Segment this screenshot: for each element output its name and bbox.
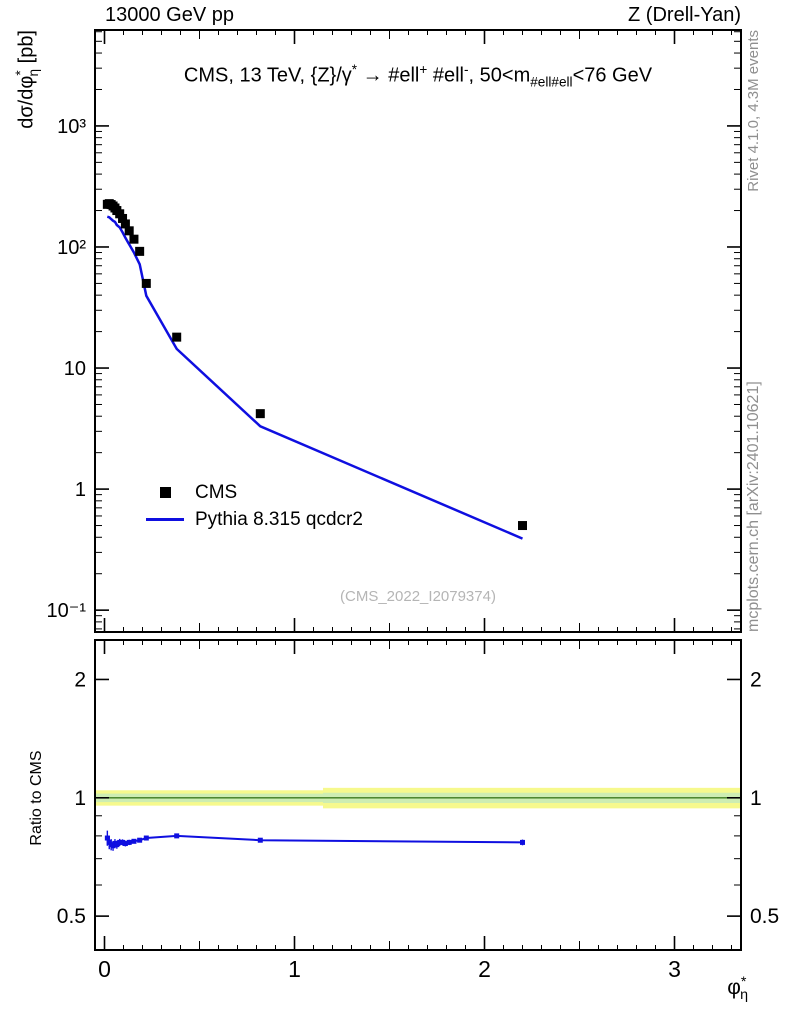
svg-text:0.5: 0.5 xyxy=(750,905,779,928)
x-axis-label: φ*η xyxy=(727,974,748,1004)
cms-marker-swatch xyxy=(159,487,171,498)
pythia-line-swatch xyxy=(146,518,184,521)
ratio-uncertainty-bands xyxy=(95,787,741,809)
ratio-curve xyxy=(104,830,525,851)
svg-text:1: 1 xyxy=(74,787,86,810)
header-beam-label: 13000 GeV pp xyxy=(105,4,234,26)
svg-text:2: 2 xyxy=(74,668,86,691)
mcplots-citation-label: mcplots.cern.ch [arXiv:2401.10621] xyxy=(745,381,762,632)
plot-title: CMS, 13 TeV, {Z}/γ* → #ell+ #ell-, 50<m#… xyxy=(183,62,653,90)
cms-swatch-cell xyxy=(142,487,188,498)
ratio-y-tick-labels: 0.5 0.5 1 1 2 2 xyxy=(57,668,779,928)
svg-text:10³: 10³ xyxy=(57,116,86,138)
svg-text:3: 3 xyxy=(668,956,681,982)
pythia-prediction-line xyxy=(106,215,523,540)
cms-data-points xyxy=(102,199,527,531)
legend-label-pythia: Pythia 8.315 qcdcr2 xyxy=(195,508,363,530)
svg-text:0: 0 xyxy=(98,956,111,982)
header-process-label: Z (Drell-Yan) xyxy=(628,4,741,26)
legend-item-cms: CMS xyxy=(142,479,363,506)
main-y-tick-labels: 10⁻¹ 1 10 10² 10³ xyxy=(47,116,87,622)
ratio-plot-frame xyxy=(94,639,742,951)
svg-text:1: 1 xyxy=(750,787,762,810)
svg-text:2: 2 xyxy=(750,668,762,691)
pythia-swatch-cell xyxy=(142,518,188,521)
main-plot-frame xyxy=(94,29,742,633)
legend-item-pythia: Pythia 8.315 qcdcr2 xyxy=(142,506,363,533)
legend: CMS Pythia 8.315 qcdcr2 xyxy=(142,479,363,533)
main-y-axis-label: dσ/dφ*η [pb] xyxy=(13,30,41,129)
legend-label-cms: CMS xyxy=(195,481,238,503)
svg-text:10²: 10² xyxy=(57,237,86,259)
plot-frames xyxy=(94,29,742,951)
x-tick-labels: 0 1 2 3 xyxy=(98,956,681,982)
svg-text:2: 2 xyxy=(478,956,491,982)
axis-ticks xyxy=(95,30,741,950)
svg-text:1: 1 xyxy=(288,956,301,982)
svg-text:10⁻¹: 10⁻¹ xyxy=(47,600,87,622)
svg-text:10: 10 xyxy=(64,358,86,380)
svg-text:0.5: 0.5 xyxy=(57,905,86,928)
svg-text:1: 1 xyxy=(75,479,86,501)
ratio-y-axis-label: Ratio to CMS xyxy=(28,750,45,846)
rivet-version-label: Rivet 4.1.0, 4.3M events xyxy=(745,30,762,192)
analysis-id-watermark: (CMS_2022_I2079374) xyxy=(340,588,496,605)
